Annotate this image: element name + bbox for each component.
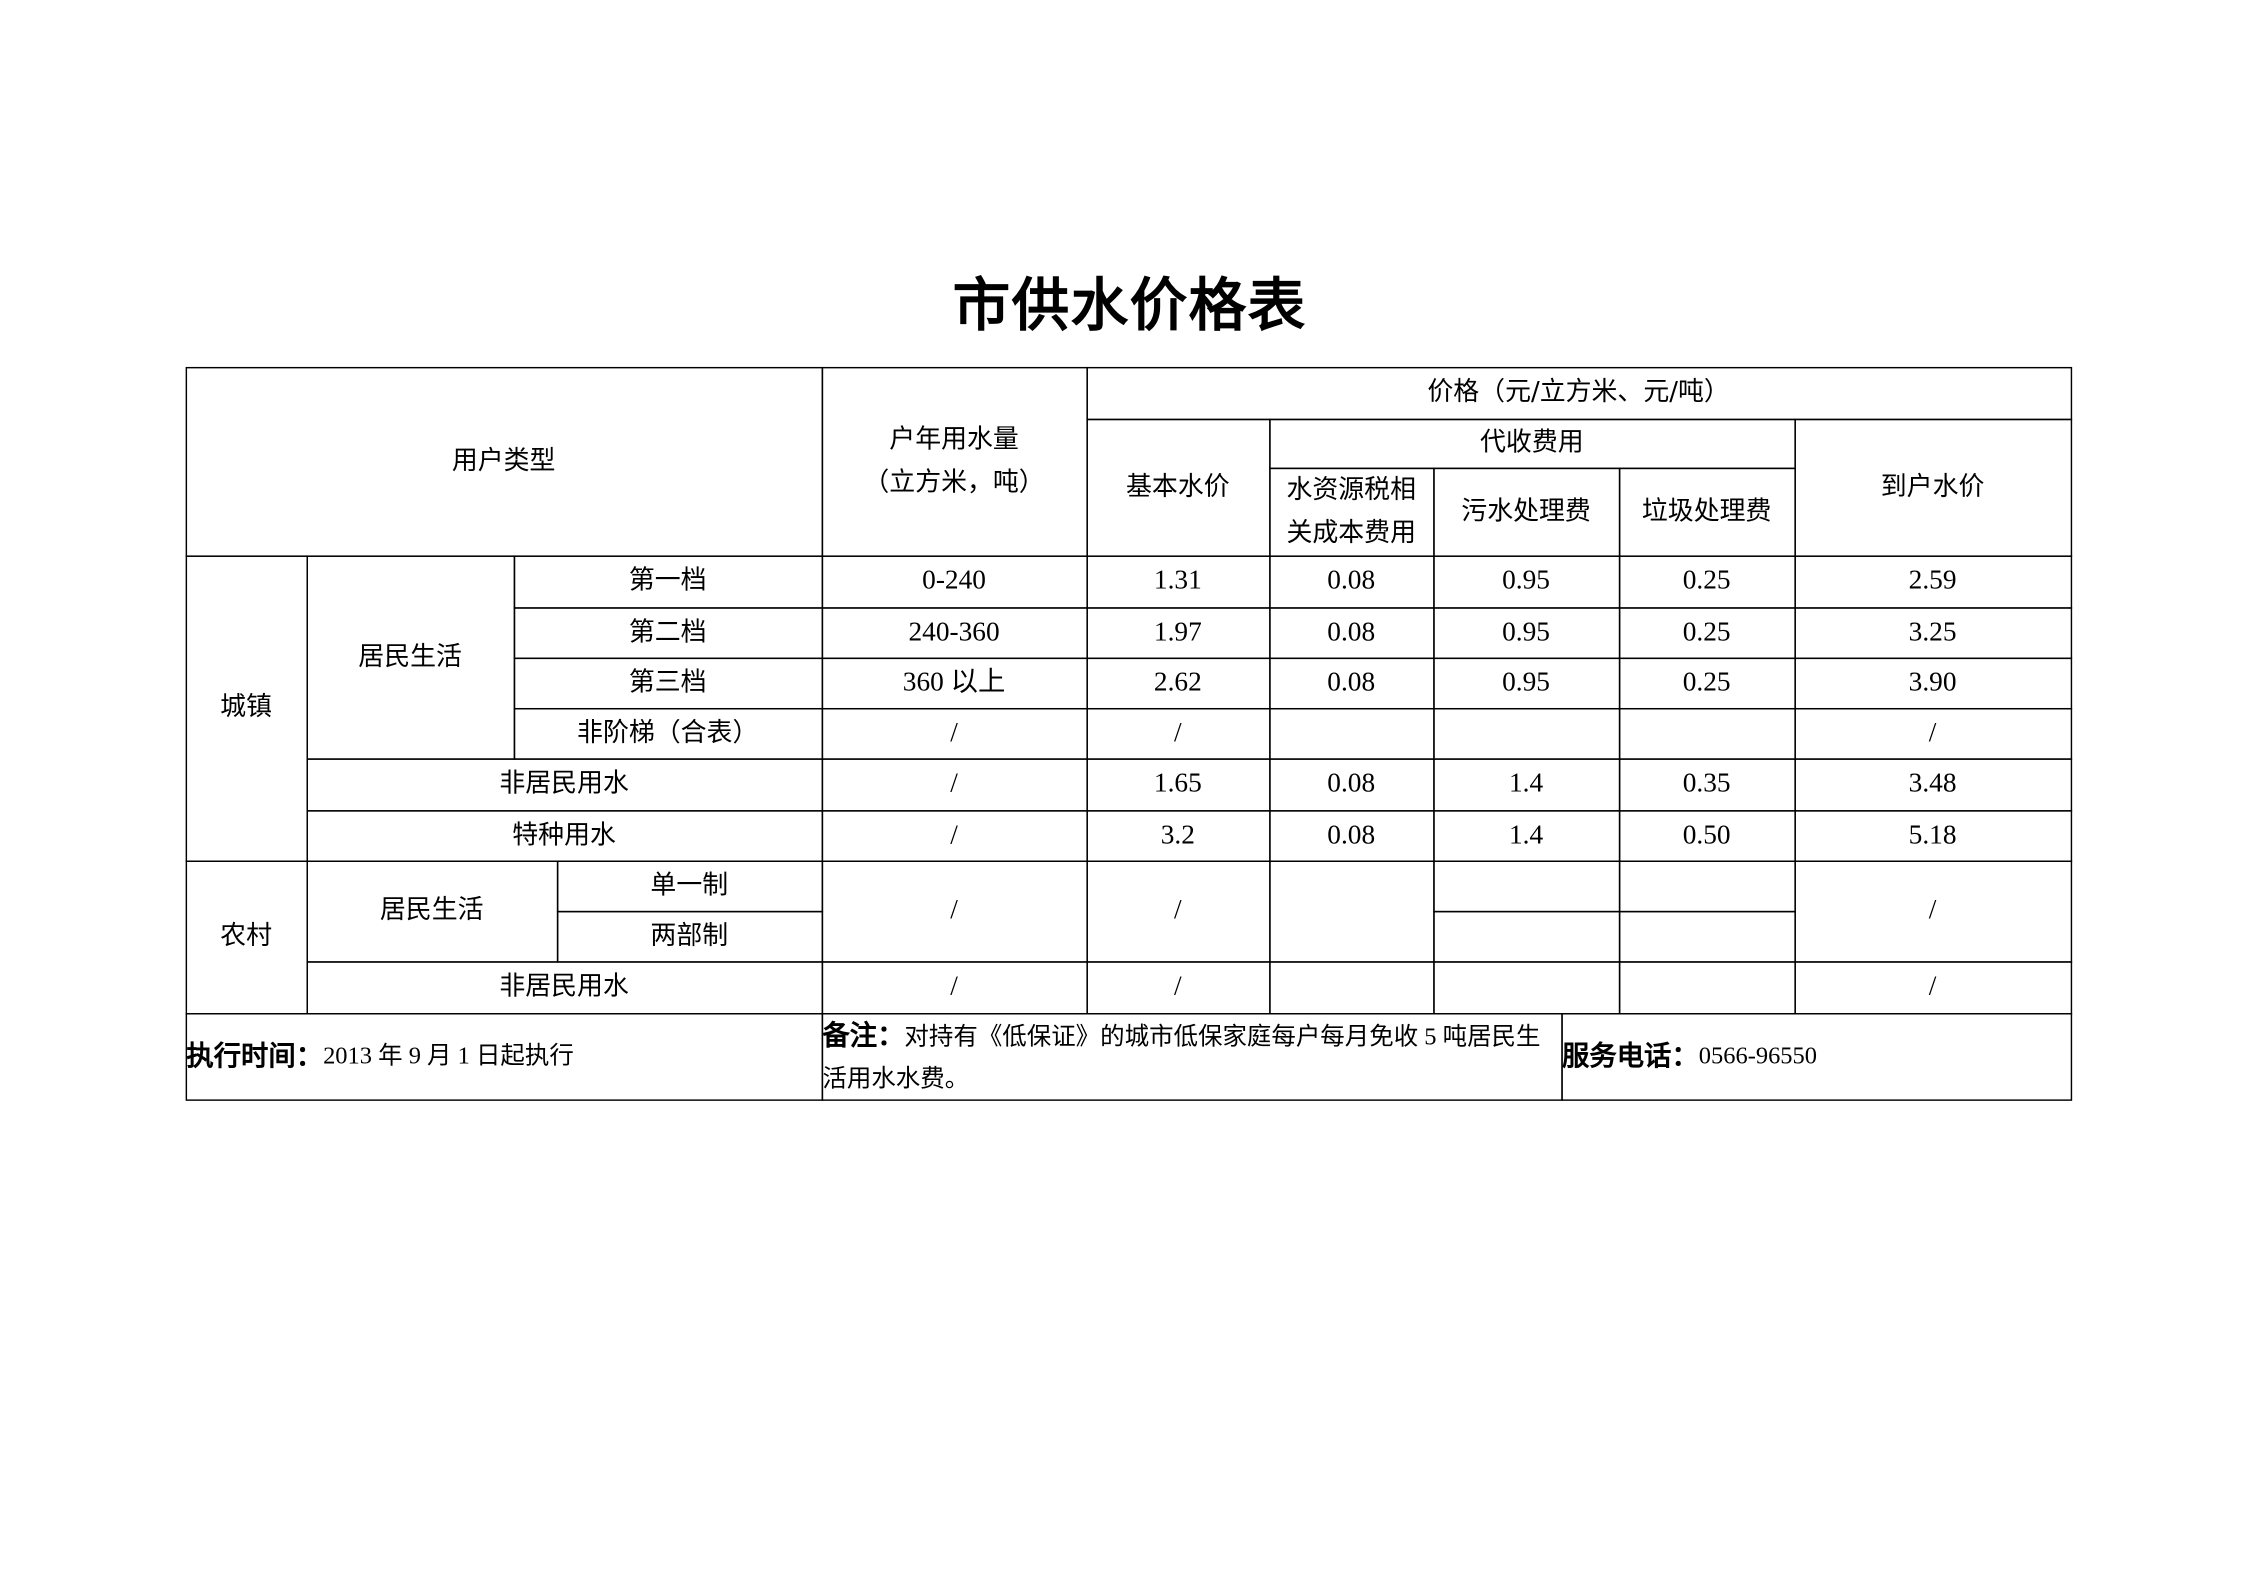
rural-residential-label: 居民生活 (305, 859, 558, 962)
rural-nonres-total: / (1793, 960, 2072, 1014)
phone-label: 服务电话： (1562, 1040, 1699, 1073)
town-row-volume: / (820, 809, 1088, 862)
rural-nonres-resource (1268, 960, 1434, 1014)
town-row-resource (1268, 707, 1434, 760)
rural-nonres-sewage (1432, 960, 1620, 1014)
town-row-garbage: 0.25 (1618, 606, 1796, 659)
rural-two-part-label: 两部制 (556, 910, 823, 962)
header-user-type: 用户类型 (184, 366, 823, 557)
rural-res-base: / (1085, 859, 1270, 962)
town-row-garbage: 0.35 (1618, 757, 1796, 811)
header-base-price: 基本水价 (1085, 418, 1270, 557)
rural-two-part-sewage (1432, 910, 1620, 962)
town-row-volume: / (820, 707, 1088, 760)
town-label: 城镇 (184, 554, 308, 862)
town-row-type: 第一档 (513, 554, 823, 608)
rural-nonres-base: / (1085, 960, 1270, 1014)
town-row-sewage: 1.4 (1432, 809, 1620, 862)
town-row-volume: / (820, 757, 1088, 811)
town-row-volume: 360 以上 (820, 656, 1088, 709)
town-row-base: 1.65 (1085, 757, 1270, 811)
town-row-resource: 0.08 (1268, 809, 1434, 862)
town-row-type: 第二档 (513, 606, 823, 659)
header-price: 价格（元/立方米、元/吨） (1085, 366, 2072, 420)
town-row-resource: 0.08 (1268, 757, 1434, 811)
town-row-type: 非阶梯（合表） (513, 707, 823, 760)
town-row-sewage: 0.95 (1432, 606, 1620, 659)
town-row-base: 3.2 (1085, 809, 1270, 862)
town-row-total: 5.18 (1793, 809, 2072, 862)
town-row-type: 第三档 (513, 656, 823, 709)
town-row-type: 特种用水 (305, 809, 823, 862)
town-row-total: 3.90 (1793, 656, 2072, 709)
town-row-total: 3.48 (1793, 757, 2072, 811)
rural-nonres-label: 非居民用水 (305, 960, 823, 1014)
effective-value: 2013 年 9 月 1 日起执行 (323, 1041, 574, 1070)
town-row-resource: 0.08 (1268, 554, 1434, 608)
town-row-type: 非居民用水 (305, 757, 823, 811)
rural-nonres-volume: / (820, 960, 1088, 1014)
town-row-sewage: 0.95 (1432, 554, 1620, 608)
town-row-base: / (1085, 707, 1270, 760)
town-row-sewage: 1.4 (1432, 757, 1620, 811)
header-sewage-fee: 污水处理费 (1432, 466, 1620, 557)
rural-nonres-garbage (1618, 960, 1796, 1014)
town-row-volume: 0-240 (820, 554, 1088, 608)
town-row-total: 3.25 (1793, 606, 2072, 659)
header-water-resource-fee: 水资源税相 关成本费用 (1268, 466, 1434, 557)
header-collected-fees: 代收费用 (1268, 418, 1796, 469)
town-row-sewage: 0.95 (1432, 656, 1620, 709)
town-row-garbage: 0.25 (1618, 656, 1796, 709)
rural-res-resource (1268, 859, 1434, 962)
rural-single-label: 单一制 (556, 859, 823, 912)
rural-single-sewage (1432, 859, 1620, 912)
town-residential-label: 居民生活 (305, 554, 515, 760)
rural-res-total: / (1793, 859, 2072, 962)
phone-value: 0566-96550 (1698, 1041, 1818, 1070)
town-row-garbage (1618, 707, 1796, 760)
footer-note: 备注：对持有《低保证》的城市低保家庭每户每月免收 5 吨居民生活用水水费。 (820, 1012, 1563, 1101)
town-row-resource: 0.08 (1268, 606, 1434, 659)
town-row-garbage: 0.50 (1618, 809, 1796, 862)
header-garbage-fee: 垃圾处理费 (1618, 466, 1796, 557)
town-row-base: 2.62 (1085, 656, 1270, 709)
header-annual-volume: 户年用水量 （立方米，吨） (820, 366, 1088, 557)
town-row-total: 2.59 (1793, 554, 2072, 608)
document-title: 市供水价格表 (952, 271, 1307, 340)
town-row-sewage (1432, 707, 1620, 760)
town-row-resource: 0.08 (1268, 656, 1434, 709)
note-value: 对持有《低保证》的城市低保家庭每户每月免收 5 吨居民生活用水水费。 (822, 1022, 1541, 1092)
rural-label: 农村 (184, 859, 308, 1014)
footer-effective: 执行时间： 2013 年 9 月 1 日起执行 (184, 1012, 823, 1101)
town-row-garbage: 0.25 (1618, 554, 1796, 608)
town-row-volume: 240-360 (820, 606, 1088, 659)
rural-single-garbage (1618, 859, 1796, 912)
note-label: 备注： (822, 1019, 905, 1052)
effective-label: 执行时间： (186, 1040, 324, 1073)
town-row-total: / (1793, 707, 2072, 760)
header-household-price: 到户水价 (1793, 418, 2072, 557)
town-row-base: 1.31 (1085, 554, 1270, 608)
town-row-base: 1.97 (1085, 606, 1270, 659)
footer-phone: 服务电话： 0566-96550 (1560, 1012, 2072, 1101)
rural-two-part-garbage (1618, 910, 1796, 962)
rural-res-volume: / (820, 859, 1088, 962)
